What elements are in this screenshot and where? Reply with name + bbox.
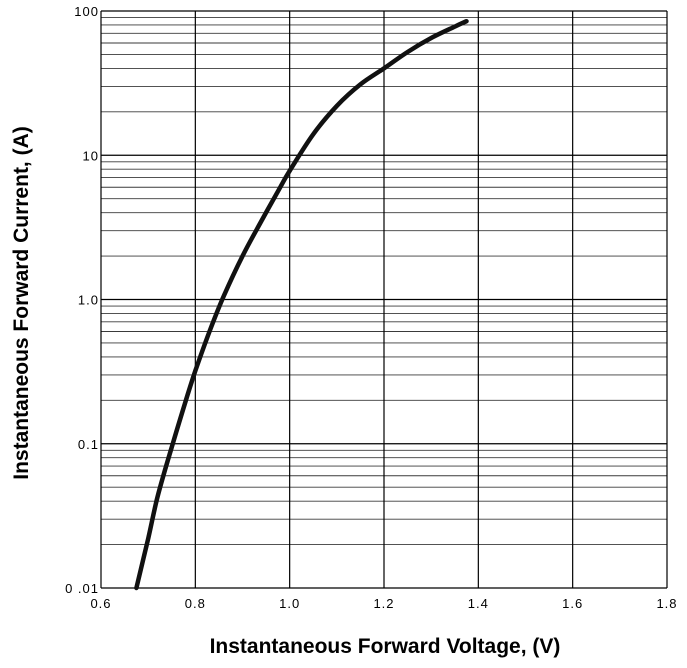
y-tick-label: 1.0 <box>78 293 99 308</box>
x-tick-label: 1.2 <box>373 596 394 611</box>
y-tick-label: 0.1 <box>78 437 99 452</box>
x-tick-label: 1.0 <box>279 596 300 611</box>
x-axis-title: Instantaneous Forward Voltage, (V) <box>210 635 561 658</box>
y-axis-title: Instantaneous Forward Current, (A) <box>10 126 33 480</box>
series-layer <box>134 18 469 591</box>
x-tick-label: 0.8 <box>185 596 206 611</box>
x-tick-label: 0.6 <box>90 596 111 611</box>
tick-labels: 0.6 0.8 1.0 1.2 1.4 1.6 1.8 0 .01 0.1 1.0 10 100 <box>65 4 677 611</box>
y-tick-label: 100 <box>74 4 99 19</box>
grid <box>100 10 668 589</box>
x-tick-label: 1.6 <box>562 596 583 611</box>
x-tick-label: 1.8 <box>656 596 677 611</box>
y-tick-label: 0 .01 <box>65 581 99 596</box>
y-tick-label: 10 <box>83 148 99 163</box>
x-tick-label: 1.4 <box>468 596 489 611</box>
forward-current-curve <box>134 18 469 591</box>
